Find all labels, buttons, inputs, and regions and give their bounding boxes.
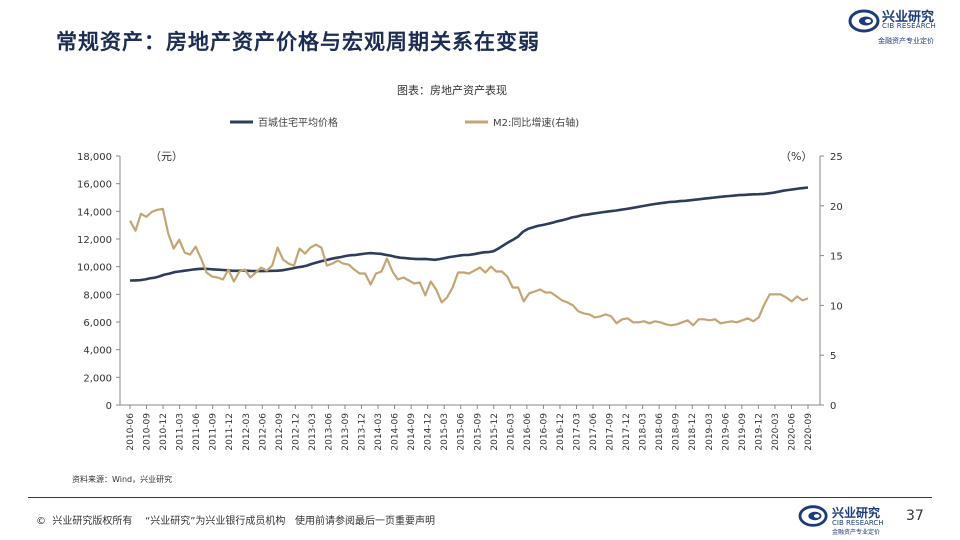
legend-label-m2: M2:同比增速(右轴) <box>493 116 579 129</box>
x-tick-label: 2018-09 <box>672 413 682 451</box>
chart-title: 图表：房地产资产表现 <box>397 83 507 97</box>
x-tick-label: 2014-12 <box>424 413 434 451</box>
x-tick-label: 2013-03 <box>308 413 318 451</box>
x-tick-label: 2019-12 <box>754 413 764 451</box>
x-tick-label: 2013-06 <box>324 413 334 451</box>
left-axis-unit: （元） <box>150 150 183 163</box>
right-tick-label: 15 <box>830 252 843 263</box>
logo-subtitle: 金融资产专业定价 <box>878 37 934 45</box>
series-lines <box>129 186 809 327</box>
right-tick-label: 10 <box>830 301 843 312</box>
x-tick-label: 2011-12 <box>225 413 235 451</box>
x-axis-ticks: 2010-06 2010-09 2010-12 2011-03 2011-06 2011-… <box>126 405 814 451</box>
x-tick-label: 2017-12 <box>622 413 632 451</box>
x-tick-label: 2018-06 <box>655 413 665 451</box>
x-tick-label: 2012-06 <box>258 413 268 451</box>
left-tick-label: 10,000 <box>77 263 112 274</box>
left-tick-label: 0 <box>106 401 112 412</box>
x-tick-label: 2013-09 <box>341 413 351 451</box>
right-tick-label: 5 <box>830 351 836 362</box>
footer-logo-name: 兴业研究 <box>832 506 881 520</box>
x-tick-label: 2016-09 <box>539 413 549 451</box>
right-axis-unit: （%） <box>780 150 812 163</box>
left-tick-label: 18,000 <box>77 152 112 163</box>
x-tick-label: 2012-03 <box>242 413 252 451</box>
x-tick-label: 2019-09 <box>738 413 748 451</box>
x-tick-label: 2010-06 <box>126 413 136 451</box>
footer-cib-swirl-icon <box>798 505 828 527</box>
x-tick-label: 2017-06 <box>589 413 599 451</box>
x-tick-label: 2020-06 <box>787 413 797 451</box>
x-tick-label: 2012-09 <box>275 413 285 451</box>
right-tick-label: 25 <box>830 152 843 163</box>
right-axis-ticks: 0 5 10 15 20 25 <box>820 152 843 412</box>
right-tick-label: 0 <box>830 401 836 412</box>
footer-disclaimer: © 兴业研究版权所有 “兴业研究”为兴业银行成员机构 使用前请参阅最后一页重要声… <box>36 516 435 527</box>
x-tick-label: 2020-03 <box>771 413 781 451</box>
left-tick-label: 2,000 <box>83 373 112 384</box>
x-tick-label: 2011-09 <box>209 413 219 451</box>
footer-logo-subtitle: 金融资产专业定价 <box>832 529 881 536</box>
x-tick-label: 2019-06 <box>721 413 731 451</box>
x-tick-label: 2020-09 <box>804 413 814 451</box>
left-axis-ticks: 0 2,000 4,000 6,000 8,000 10,000 12,000 14,000 1… <box>77 152 120 412</box>
x-tick-label: 2012-12 <box>291 413 301 451</box>
x-tick-label: 2016-12 <box>556 413 566 451</box>
x-tick-label: 2014-09 <box>407 413 417 451</box>
footer-divider <box>28 497 932 498</box>
logo-english: CIB RESEARCH <box>882 22 936 30</box>
logo-name: 兴业研究 <box>882 10 935 25</box>
x-tick-label: 2013-12 <box>358 413 368 451</box>
footer-logo-english: CIB RESEARCH <box>832 519 884 527</box>
x-tick-label: 2017-03 <box>572 413 582 451</box>
source-note: 资料来源：Wind，兴业研究 <box>72 474 172 484</box>
x-tick-label: 2018-03 <box>639 413 649 451</box>
left-tick-label: 14,000 <box>77 207 112 218</box>
left-tick-label: 6,000 <box>83 318 112 329</box>
x-tick-label: 2014-06 <box>391 413 401 451</box>
x-tick-label: 2010-09 <box>143 413 153 451</box>
x-tick-label: 2018-12 <box>688 413 698 451</box>
legend-label-price: 百城住宅平均价格 <box>258 116 338 129</box>
x-tick-label: 2015-09 <box>473 413 483 451</box>
footer-logo: 兴业研究 CIB RESEARCH 金融资产专业定价 <box>798 502 890 536</box>
cib-research-logo: 兴业研究 CIB RESEARCH 金融资产专业定价 <box>848 6 946 45</box>
page-number: 37 <box>906 508 924 524</box>
x-tick-label: 2015-12 <box>490 413 500 451</box>
x-tick-label: 2016-03 <box>506 413 516 451</box>
left-tick-label: 12,000 <box>77 235 112 246</box>
series-line-price <box>129 186 809 282</box>
x-tick-label: 2011-06 <box>192 413 202 451</box>
cib-swirl-icon <box>848 9 880 33</box>
x-tick-label: 2011-03 <box>176 413 186 451</box>
x-tick-label: 2019-03 <box>705 413 715 451</box>
right-tick-label: 20 <box>830 202 843 213</box>
x-tick-label: 2014-03 <box>374 413 384 451</box>
x-tick-label: 2010-12 <box>159 413 169 451</box>
left-tick-label: 16,000 <box>77 180 112 191</box>
x-tick-label: 2016-06 <box>523 413 533 451</box>
x-tick-label: 2015-03 <box>440 413 450 451</box>
left-tick-label: 4,000 <box>83 346 112 357</box>
series-line-m2 <box>129 207 809 327</box>
x-tick-label: 2017-09 <box>606 413 616 451</box>
x-tick-label: 2015-06 <box>457 413 467 451</box>
slide-title: 常规资产：房地产资产价格与宏观周期关系在变弱 <box>56 30 540 54</box>
left-tick-label: 8,000 <box>83 290 112 301</box>
